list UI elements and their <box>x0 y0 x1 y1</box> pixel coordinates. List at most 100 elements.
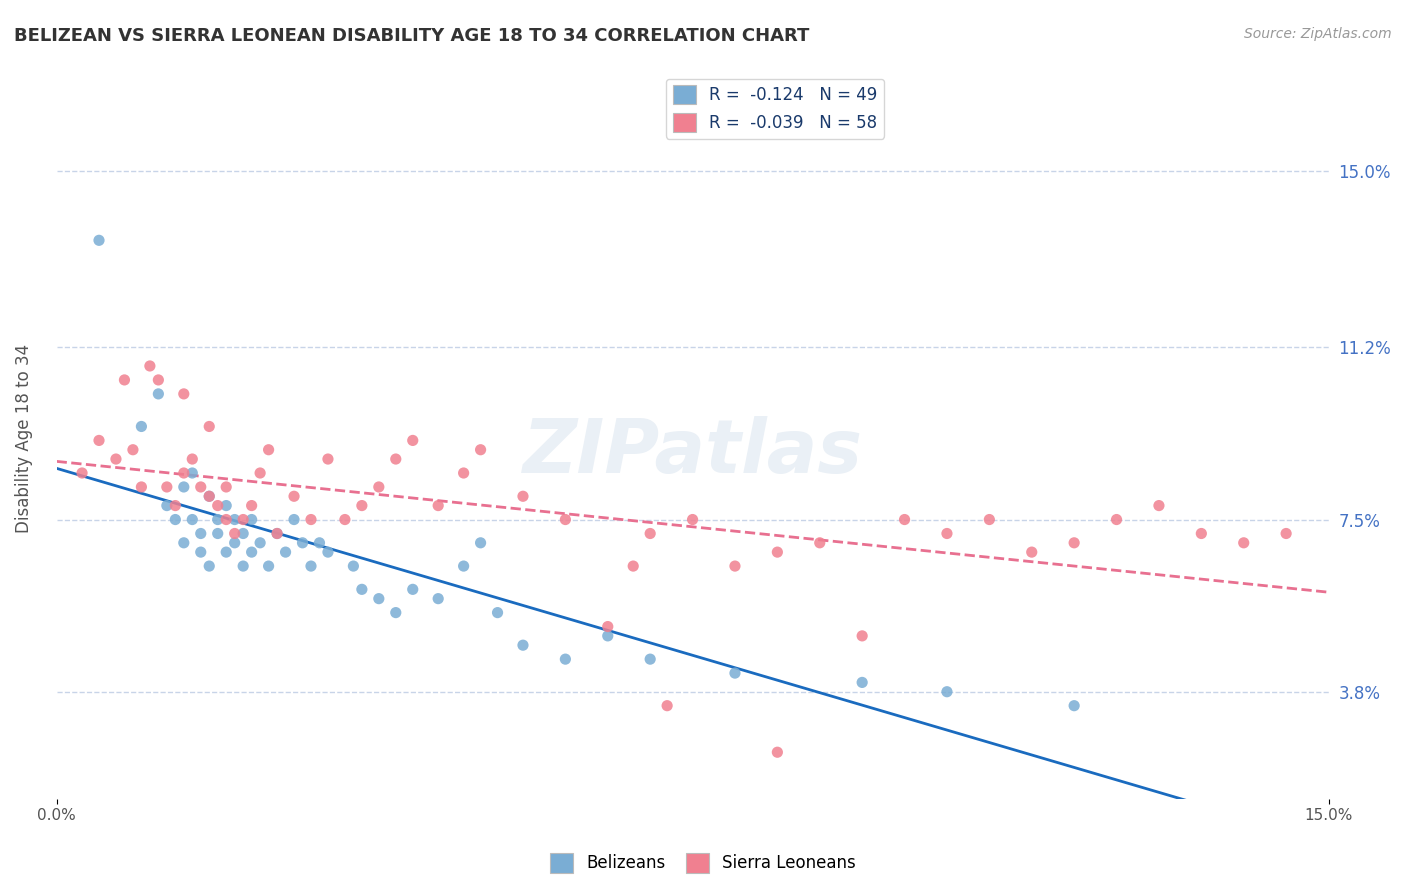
Point <box>316 452 339 467</box>
Point <box>350 499 373 513</box>
Point <box>283 512 305 526</box>
Point <box>554 512 576 526</box>
Point <box>87 434 110 448</box>
Point <box>70 466 93 480</box>
Point <box>148 373 170 387</box>
Point <box>266 526 288 541</box>
Point <box>198 489 221 503</box>
Point <box>333 512 356 526</box>
Point <box>215 545 238 559</box>
Point <box>766 745 789 759</box>
Point <box>1063 698 1085 713</box>
Point <box>350 582 373 597</box>
Point <box>266 526 288 541</box>
Point <box>173 466 195 480</box>
Point <box>427 591 450 606</box>
Point <box>470 442 492 457</box>
Legend: Belizeans, Sierra Leoneans: Belizeans, Sierra Leoneans <box>543 847 863 880</box>
Point <box>215 480 238 494</box>
Point <box>198 489 221 503</box>
Point <box>291 536 314 550</box>
Point <box>224 536 246 550</box>
Point <box>299 559 322 574</box>
Point <box>979 512 1001 526</box>
Point <box>682 512 704 526</box>
Point <box>87 233 110 247</box>
Point <box>173 387 195 401</box>
Point <box>299 512 322 526</box>
Point <box>766 545 789 559</box>
Point <box>621 559 644 574</box>
Point <box>638 526 661 541</box>
Point <box>1275 526 1298 541</box>
Point <box>240 545 263 559</box>
Point <box>316 545 339 559</box>
Point <box>512 489 534 503</box>
Point <box>181 452 204 467</box>
Point <box>165 512 187 526</box>
Point <box>486 606 509 620</box>
Point <box>851 629 873 643</box>
Point <box>453 466 475 480</box>
Point <box>131 480 153 494</box>
Point <box>156 499 179 513</box>
Point <box>131 419 153 434</box>
Point <box>596 619 619 633</box>
Point <box>148 387 170 401</box>
Point <box>249 536 271 550</box>
Point <box>512 638 534 652</box>
Point <box>596 629 619 643</box>
Point <box>1147 499 1170 513</box>
Point <box>173 480 195 494</box>
Point <box>156 480 179 494</box>
Point <box>224 526 246 541</box>
Point <box>1063 536 1085 550</box>
Point <box>402 582 425 597</box>
Text: BELIZEAN VS SIERRA LEONEAN DISABILITY AGE 18 TO 34 CORRELATION CHART: BELIZEAN VS SIERRA LEONEAN DISABILITY AG… <box>14 27 810 45</box>
Point <box>427 499 450 513</box>
Point <box>283 489 305 503</box>
Point <box>173 536 195 550</box>
Point <box>240 499 263 513</box>
Point <box>274 545 297 559</box>
Point <box>936 526 959 541</box>
Legend: R =  -0.124   N = 49, R =  -0.039   N = 58: R = -0.124 N = 49, R = -0.039 N = 58 <box>666 78 884 139</box>
Point <box>1105 512 1128 526</box>
Point <box>554 652 576 666</box>
Point <box>224 512 246 526</box>
Point <box>181 466 204 480</box>
Point <box>122 442 145 457</box>
Point <box>207 499 229 513</box>
Point <box>257 559 280 574</box>
Point <box>384 606 406 620</box>
Y-axis label: Disability Age 18 to 34: Disability Age 18 to 34 <box>15 343 32 533</box>
Text: Source: ZipAtlas.com: Source: ZipAtlas.com <box>1244 27 1392 41</box>
Point <box>724 559 747 574</box>
Point <box>190 526 212 541</box>
Point <box>240 512 263 526</box>
Point <box>893 512 915 526</box>
Point <box>232 526 254 541</box>
Point <box>808 536 831 550</box>
Point <box>215 499 238 513</box>
Point <box>384 452 406 467</box>
Point <box>936 684 959 698</box>
Point <box>257 442 280 457</box>
Point <box>232 559 254 574</box>
Point <box>724 666 747 681</box>
Point <box>342 559 364 574</box>
Text: ZIPatlas: ZIPatlas <box>523 416 862 489</box>
Point <box>367 480 389 494</box>
Point <box>165 499 187 513</box>
Point <box>190 545 212 559</box>
Point <box>181 512 204 526</box>
Point <box>470 536 492 550</box>
Point <box>1189 526 1212 541</box>
Point <box>638 652 661 666</box>
Point <box>655 698 678 713</box>
Point <box>367 591 389 606</box>
Point <box>851 675 873 690</box>
Point <box>104 452 127 467</box>
Point <box>453 559 475 574</box>
Point <box>114 373 136 387</box>
